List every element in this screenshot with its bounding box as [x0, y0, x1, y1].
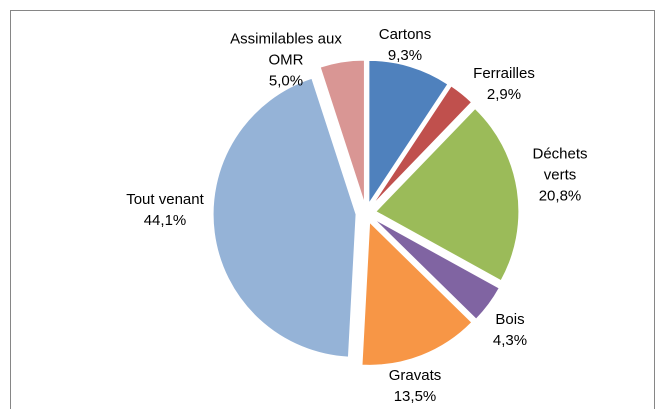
- slice-label: Gravats 13,5%: [375, 365, 455, 407]
- pie-slice: [375, 107, 520, 282]
- slice-label: Cartons 9,3%: [360, 24, 450, 66]
- category-label: Cartons: [378, 26, 432, 43]
- value-label: 4,3%: [492, 332, 528, 349]
- pie-slice: [319, 59, 365, 204]
- pie-slice: [361, 221, 473, 366]
- category-label: Ferrailles: [473, 65, 535, 82]
- slice-label: Ferrailles 2,9%: [459, 63, 549, 105]
- category-label: Assimilables aux OMR: [230, 30, 342, 69]
- value-label: 5,0%: [268, 72, 304, 90]
- value-label: 13,5%: [393, 388, 437, 405]
- value-label: 44,1%: [143, 212, 187, 229]
- category-label: Gravats: [388, 367, 442, 384]
- category-label: Tout venant: [126, 191, 204, 208]
- category-label: Déchets verts: [532, 145, 588, 184]
- value-label: 9,3%: [387, 47, 423, 64]
- category-label: Bois: [495, 311, 525, 328]
- pie-slice: [371, 85, 473, 206]
- slice-label: Bois 4,3%: [480, 309, 540, 351]
- slice-label: Assimilables aux OMR 5,0%: [226, 29, 346, 92]
- pie-slice: [368, 59, 449, 206]
- value-label: 2,9%: [486, 86, 522, 103]
- slice-label: Tout venant 44,1%: [105, 189, 225, 231]
- chart-frame: [10, 10, 655, 409]
- pie-slice: [373, 218, 500, 320]
- pie-slice: [212, 77, 357, 358]
- slice-label: Déchets verts 20,8%: [520, 144, 600, 207]
- value-label: 20,8%: [538, 187, 582, 205]
